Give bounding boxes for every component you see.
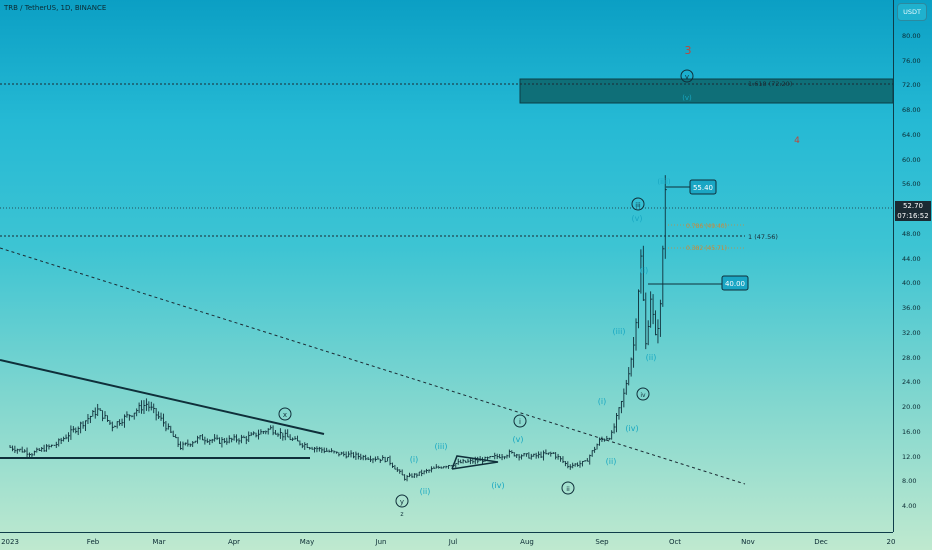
svg-text:iii: iii <box>635 201 641 209</box>
svg-text:i: i <box>519 418 521 426</box>
x-tick-label: Apr <box>227 538 241 546</box>
wave-v-box-label: (v) <box>682 94 692 102</box>
wave-y-marker: y <box>395 494 409 508</box>
svg-text:y: y <box>400 498 404 506</box>
y-tick-label: 40.00 <box>902 279 921 288</box>
fib-0382-label: 0.382 (45.71) <box>686 245 727 252</box>
candlestick-series <box>9 175 667 482</box>
svg-text:v: v <box>685 73 689 81</box>
wave-x-marker: x <box>278 407 292 421</box>
x-tick-label: Sep <box>595 538 609 546</box>
minor-iii-label-2: (iii) <box>613 327 626 336</box>
x-tick-label: Mar <box>152 538 166 546</box>
bar-countdown: 07:16:52 <box>897 212 929 220</box>
last-price-value: 52.70 <box>902 202 924 210</box>
minor-v-label-2: (v) <box>632 214 643 223</box>
time-axis[interactable]: 2023 Feb Mar Apr May Jun Jul Aug Sep Oct Nov Dec 20 <box>0 532 896 550</box>
wave-v-top-marker: v <box>680 69 694 83</box>
y-tick-label: 20.00 <box>902 403 921 412</box>
wave-iv-marker: iv <box>636 387 650 401</box>
minor-v-label-1: (v) <box>513 435 524 444</box>
x-tick-label: Jun <box>375 538 387 546</box>
fib-1-label: 1 (47.56) <box>748 233 778 241</box>
svg-text:ii: ii <box>566 485 570 493</box>
currency-button[interactable]: USDT <box>897 3 927 21</box>
x-tick-label: Oct <box>668 538 682 546</box>
minor-iii-label-1: (iii) <box>435 442 448 451</box>
dashed-trendline[interactable] <box>0 247 746 485</box>
plot-area[interactable]: 55.40 40.00 1.618 (72.20) 1 (47.56) 0.78… <box>0 0 894 532</box>
y-tick-label: 12.00 <box>902 452 921 461</box>
fib-1618-label: 1.618 (72.20) <box>748 80 792 88</box>
y-tick-label: 36.00 <box>902 304 921 313</box>
target-low-label: 40.00 <box>725 280 745 288</box>
minor-i-label-2: (i) <box>598 397 606 406</box>
chart-title: TRB / TetherUS, 1D, BINANCE <box>4 4 107 12</box>
wave-iii-top-marker: iii <box>631 197 645 211</box>
small-z-label: z <box>400 511 403 518</box>
y-tick-label: 72.00 <box>902 81 921 90</box>
minor-ii-label-1: (ii) <box>420 487 431 496</box>
y-tick-label: 16.00 <box>902 427 921 436</box>
minor-ii-label-3: (ii) <box>646 353 657 362</box>
y-tick-label: 32.00 <box>902 328 921 337</box>
price-axis[interactable]: 4.00 8.00 12.00 16.00 20.00 24.00 28.00 32.00 36… <box>893 0 932 532</box>
y-tick-label: 60.00 <box>902 155 921 164</box>
y-tick-label: 8.00 <box>902 477 917 486</box>
minor-i-label-3: (i) <box>640 266 648 275</box>
x-tick-label: Nov <box>741 538 755 546</box>
y-tick-label: 44.00 <box>902 254 921 263</box>
target-high-label: 55.40 <box>693 184 713 192</box>
y-tick-label: 56.00 <box>902 180 921 189</box>
minor-i-label-1: (i) <box>410 455 418 464</box>
x-tick-label: Dec <box>814 538 828 546</box>
x-tick-label: May <box>299 538 315 546</box>
fib-0786-label: 0.786 (49.40) <box>686 223 727 230</box>
y-tick-label: 64.00 <box>902 130 921 139</box>
last-price-tag: 52.70 07:16:52 <box>895 201 931 221</box>
y-tick-label: 28.00 <box>902 353 921 362</box>
y-tick-label: 24.00 <box>902 378 921 387</box>
y-tick-label: 80.00 <box>902 32 921 40</box>
minor-iv-label-2: (iv) <box>625 424 638 433</box>
x-tick-label: 20 <box>886 538 896 546</box>
wave-4-label: 4 <box>794 136 800 146</box>
chart-canvas[interactable]: 55.40 40.00 1.618 (72.20) 1 (47.56) 0.78… <box>0 0 894 532</box>
target-zone-box[interactable] <box>519 78 894 104</box>
y-tick-label: 68.00 <box>902 106 921 115</box>
y-tick-label: 4.00 <box>902 502 917 510</box>
y-tick-label: 76.00 <box>902 56 921 65</box>
x-tick-label: 2023 <box>1 538 19 546</box>
minor-iiii-label: (iiii) <box>657 178 671 186</box>
target-high-label-box[interactable] <box>689 179 717 195</box>
minor-ii-label-2: (ii) <box>606 457 617 466</box>
minor-iv-label-1: (iv) <box>491 481 504 490</box>
wave-i-marker: i <box>513 414 527 428</box>
svg-text:x: x <box>283 411 287 419</box>
x-tick-label: Aug <box>520 538 534 546</box>
x-tick-label: Feb <box>86 538 100 546</box>
descending-trendline[interactable] <box>0 359 325 435</box>
wave-3-label: 3 <box>685 44 692 57</box>
x-tick-label: Jul <box>448 538 458 546</box>
y-tick-label: 48.00 <box>902 229 921 238</box>
svg-text:iv: iv <box>640 392 646 399</box>
wave-ii-marker: ii <box>561 481 575 495</box>
target-low-label-box[interactable] <box>721 275 749 291</box>
